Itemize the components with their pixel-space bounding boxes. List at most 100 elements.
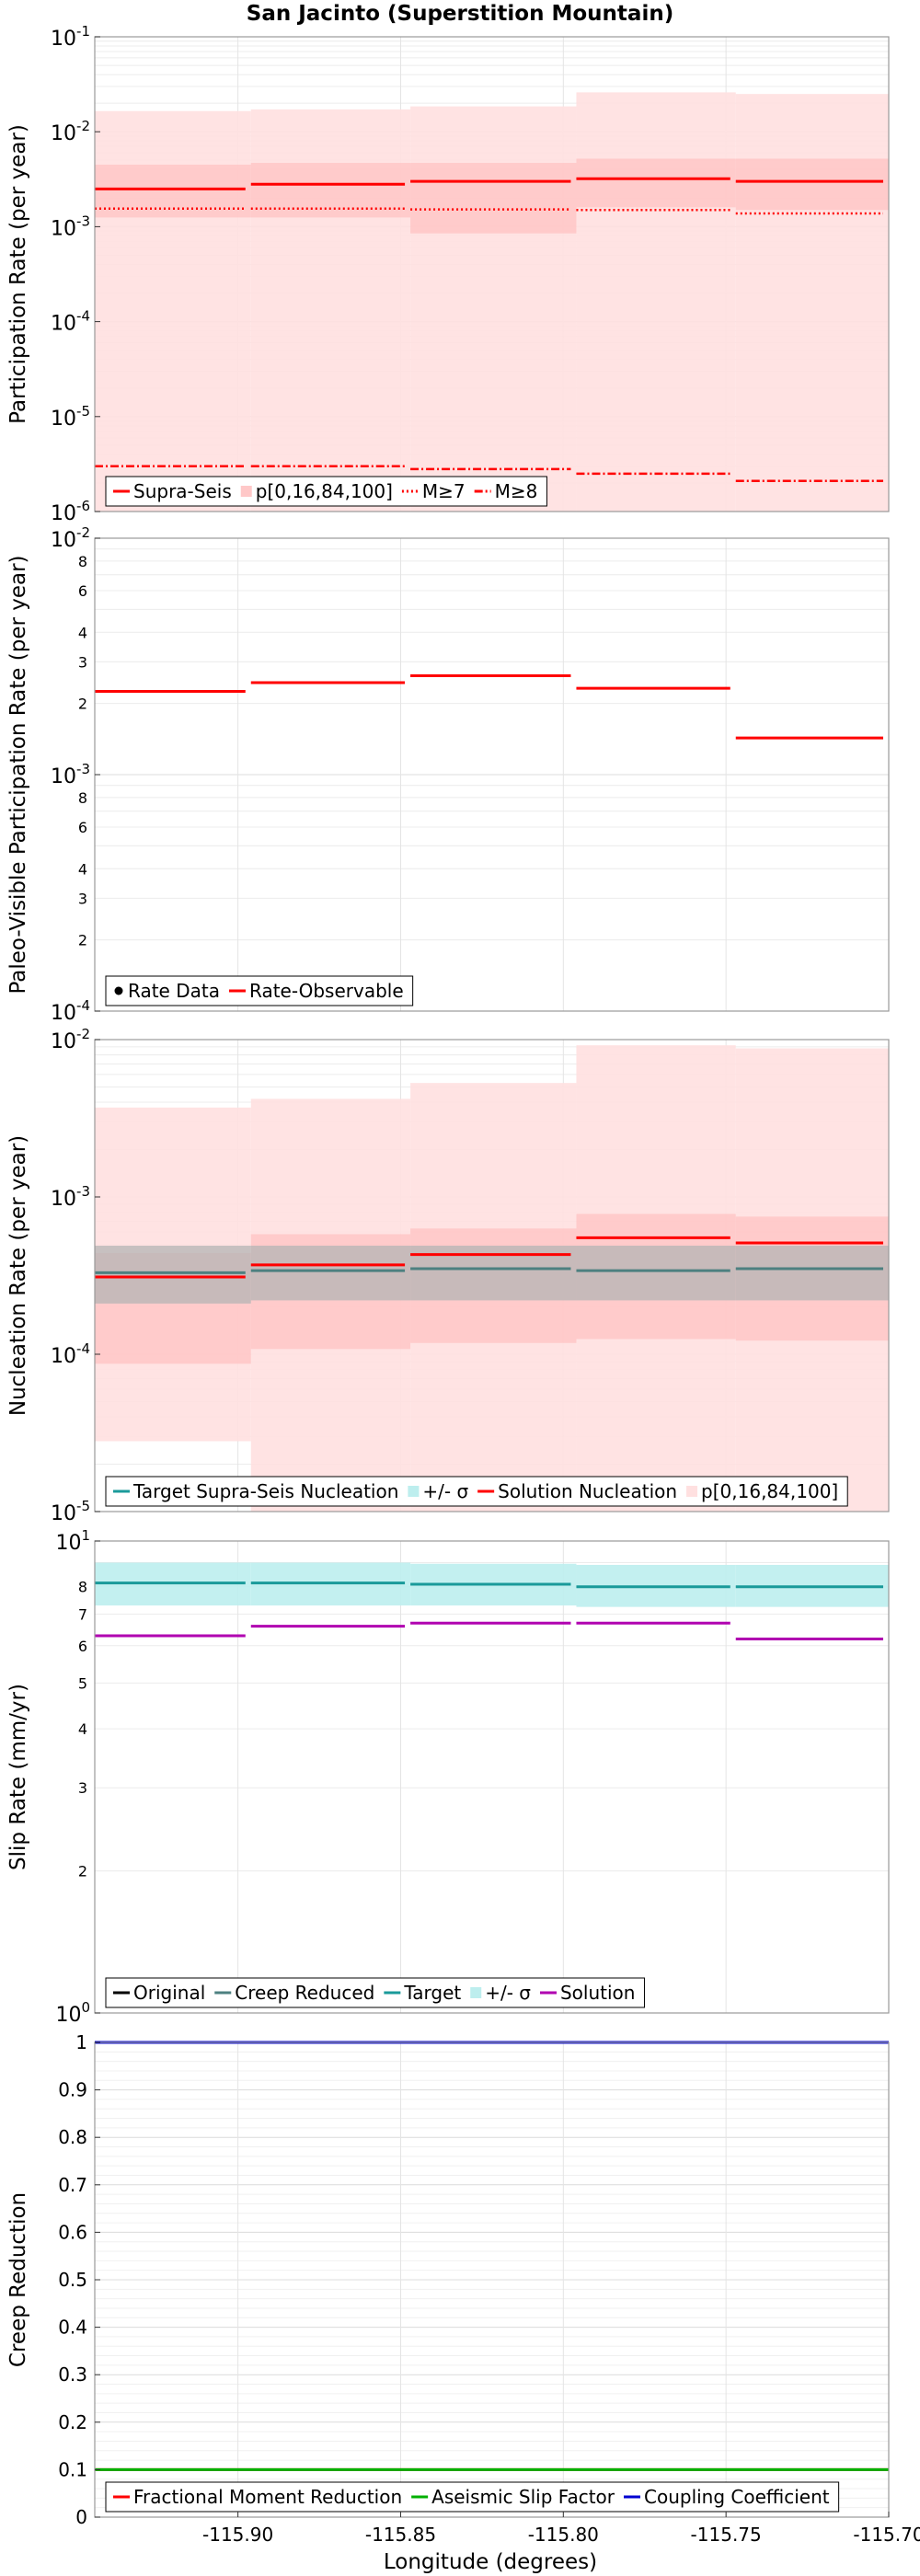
legend-item: Rate-Observable [228,980,404,1002]
legend-item: p[0,16,84,100] [240,480,393,502]
band-segment [735,158,889,211]
legend: Fractional Moment Reduction Aseismic Slip… [105,2481,840,2513]
legend: Supra-Seis p[0,16,84,100] M≥7 M≥8 [105,476,547,507]
y-tick-label: 0.5 [58,2269,87,2291]
y-tick-label: 100 [55,1999,90,2027]
panel-paleo: 10-4 10-3 10-2 2 3 4 6 8 2 3 4 6 8 Paleo-Visible Part… [6,524,890,1025]
y-minor-tick-label: 3 [78,1779,87,1797]
y-tick-label: 10-3 [51,213,90,240]
legend-swatch [470,1987,482,1998]
legend-item: +/- σ [470,1982,531,2004]
legend-label: Target [403,1982,461,2004]
y-tick-label: 10-2 [51,1026,90,1053]
y-tick-label: 10-6 [51,498,90,525]
legend-item: Coupling Coefficient [624,2486,830,2508]
legend-item: Supra-Seis [113,480,232,502]
y-minor-tick-label: 7 [78,1605,87,1623]
y-tick-label: 10-2 [51,524,90,552]
y-minor-tick-label: 3 [78,890,87,907]
axes-frame [94,1039,890,1512]
legend-label: Creep Reduced [235,1982,374,2004]
legend-item: Solution Nucleation [477,1480,677,1502]
y-minor-tick-label: 6 [78,819,87,836]
y-tick-label: 0.4 [58,2317,87,2339]
y-axis-label: Creep Reduction [6,2192,30,2367]
x-tick-label: -115.80 [528,2524,599,2546]
band-segment [735,1245,889,1301]
band-segment [576,92,736,512]
y-minor-tick-label: 2 [78,696,87,713]
y-tick-label: 0.6 [58,2221,87,2243]
legend-item: Target [384,1982,461,2004]
legend-label: Fractional Moment Reduction [133,2486,402,2508]
y-tick-label: 10-3 [51,761,90,788]
band-segment [95,1245,251,1304]
y-tick-label: 10-4 [51,1340,90,1368]
x-tick-label: -115.90 [202,2524,273,2546]
legend-item: +/- σ [408,1480,468,1502]
legend: Target Supra-Seis Nucleation +/- σ Solutio… [105,1476,848,1507]
legend-item: Original [113,1982,205,2004]
x-tick-label: -115.75 [691,2524,762,2546]
legend-label: p[0,16,84,100] [256,480,393,502]
legend-label: +/- σ [485,1982,531,2004]
legend-label: Coupling Coefficient [644,2486,830,2508]
band-segment [576,1245,736,1301]
chart-title: San Jacinto (Superstition Mountain) [247,2,673,26]
band-segment [250,1245,411,1301]
panel-slip: 100 101 2 3 4 5 6 7 8 Slip Rate (mm/yr) Original Cr… [6,1527,890,2027]
y-tick-label: 101 [55,1527,90,1555]
legend-label: Original [133,1982,205,2004]
legend-label: p[0,16,84,100] [701,1480,838,1502]
legend-swatch [114,986,123,995]
y-axis-label: Nucleation Rate (per year) [6,1135,30,1416]
y-axis-label: Paleo-Visible Participation Rate (per ye… [6,555,30,994]
y-axis-label: Slip Rate (mm/yr) [6,1684,30,1870]
legend-item: Aseismic Slip Factor [411,2486,615,2508]
panel-participation: 10-6 10-5 10-4 10-3 10-2 10-1 Participation Ra… [6,23,890,525]
y-minor-tick-label: 6 [78,1638,87,1655]
legend-label: M≥8 [495,480,538,502]
y-tick-label: 10-2 [51,118,90,145]
y-minor-tick-label: 2 [78,932,87,949]
y-tick-label: 10-4 [51,997,90,1025]
y-minor-tick-label: 6 [78,582,87,600]
band-segment [735,94,889,512]
legend-item: M≥8 [474,480,538,502]
legend: Original Creep Reduced Target +/- σ Solution [105,1977,645,2008]
y-minor-tick-label: 5 [78,1674,87,1692]
y-minor-tick-label: 8 [78,789,87,807]
y-axis-label: Participation Rate (per year) [6,124,30,424]
legend-frame [105,476,547,507]
x-tick-label: -115.85 [365,2524,436,2546]
legend-label: Target Supra-Seis Nucleation [132,1480,398,1502]
panel-nucleation: 10-5 10-4 10-3 10-2 Nucleation Rate (per yea… [6,1026,890,1525]
y-minor-tick-label: 4 [78,1720,87,1738]
legend-label: Supra-Seis [133,480,232,502]
y-minor-tick-label: 8 [78,1579,87,1596]
plot-area [95,1541,889,2013]
y-tick-label: 0.9 [58,2079,87,2101]
x-axis-label: Longitude (degrees) [384,2550,597,2574]
y-tick-label: 0.7 [58,2174,87,2196]
legend-frame [105,2481,840,2513]
legend-label: Rate-Observable [249,980,404,1002]
legend-item: Rate Data [114,980,220,1002]
legend: Rate Data Rate-Observable [105,975,414,1006]
y-tick-label: 10-4 [51,308,90,336]
legend-swatch [240,486,252,497]
axes-frame [94,1540,890,2014]
band-segment [410,163,577,234]
y-minor-tick-label: 3 [78,653,87,671]
legend-label: Aseismic Slip Factor [431,2486,615,2508]
y-tick-label: 10-5 [51,403,90,431]
legend-item: Solution [539,1982,635,2004]
legend-frame [105,1476,848,1507]
axes-frame [94,36,890,512]
y-tick-label: 10-5 [51,1498,90,1525]
legend-swatch [408,1486,420,1497]
panel-creep: 0 0.1 0.2 0.3 0.4 0.5 0.6 0.7 0.8 0.9 1 Creep Reduc… [6,2031,890,2528]
x-axis-ticks: -115.90 -115.85 -115.80 -115.75 -115.70 [202,2512,920,2546]
legend-label: Rate Data [128,980,220,1002]
